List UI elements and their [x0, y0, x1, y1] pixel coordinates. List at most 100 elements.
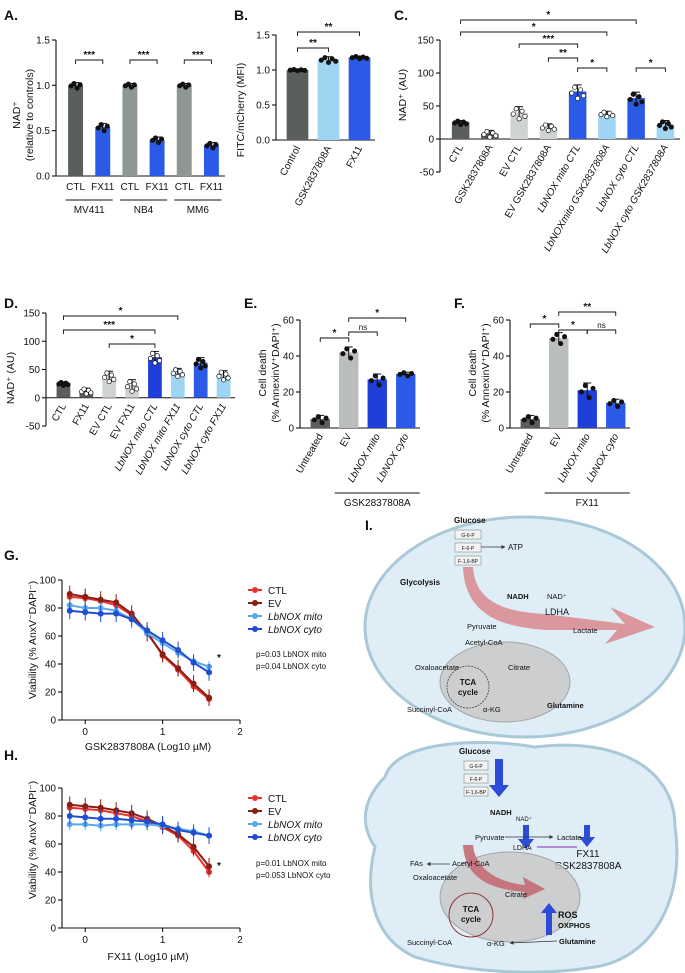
- panel-a-data-point: [77, 82, 83, 88]
- panel-f-data-point: [611, 397, 617, 404]
- panel-d-bar: [216, 375, 231, 398]
- nad-bottom: NAD⁺: [516, 816, 532, 823]
- panel-a-bar: [149, 139, 165, 176]
- panel-g-y-tick-label: 100: [39, 576, 56, 587]
- panel-d-sig-label: *: [130, 334, 134, 345]
- panel-c-data-point: [580, 93, 587, 99]
- panel-d-data-point: [195, 356, 201, 363]
- panel-c-y-tick-label: 150: [417, 36, 434, 47]
- panel-d-y-tick-label: 150: [23, 309, 40, 320]
- panel-h-legend-marker: [252, 795, 258, 801]
- panel-h-data-point: [206, 832, 213, 839]
- pyruvate-top: Pyruvate: [467, 622, 497, 631]
- panel-c-data-point: [539, 125, 546, 131]
- panel-c-data-point: [510, 111, 516, 117]
- panel-h-series-line: [69, 803, 210, 868]
- panel-d-data-point: [65, 382, 71, 388]
- panel-c-data-point: [630, 91, 636, 97]
- panel-h-data-point: [82, 803, 89, 810]
- panel-d-data-point: [198, 365, 204, 371]
- panel-d-x-tick-label: CTL: [50, 401, 69, 423]
- glutamine-bottom: Glutamine: [559, 937, 596, 946]
- panel-h-legend-label: LbNOX cyto: [268, 833, 322, 844]
- panel-h-legend-label: EV: [268, 807, 282, 818]
- panel-c-sig-label: **: [559, 48, 567, 59]
- glucose-top: Glucose: [454, 516, 486, 525]
- panel-g-y-tick-label: 80: [45, 604, 57, 615]
- panel-c-sig-label: *: [590, 58, 594, 69]
- panel-f: F. Cell death (% AnnexinV⁺DAPI⁺) 0 20 40 60…: [454, 295, 630, 509]
- panel-e-bar: [396, 374, 416, 428]
- panel-g-legend-marker: [252, 600, 258, 606]
- panel-b-label: B.: [234, 7, 248, 23]
- panel-d-label: D.: [4, 295, 18, 311]
- panel-e-data-point: [323, 415, 329, 421]
- panel-a-ylabel2: (relative to controls): [24, 69, 36, 161]
- panel-g-data-point: [206, 694, 213, 701]
- panel-d-y-tick-label: 100: [23, 337, 40, 348]
- panel-d-data-point: [127, 379, 133, 385]
- panel-b-sig-label: **: [325, 22, 333, 33]
- panel-c-sig-label: *: [532, 22, 536, 33]
- panel-c-x-tick-label: CTL: [447, 143, 466, 165]
- panel-e-y-tick-label: 0: [288, 424, 294, 435]
- panel-c-data-point: [542, 122, 549, 128]
- panel-c-data-point: [516, 116, 522, 122]
- panel-a-y-tick-label: 1.0: [36, 81, 50, 92]
- panel-h-data-point: [66, 801, 73, 808]
- panel-f-sig-bracket: [529, 323, 560, 328]
- panel-h-data-point: [82, 814, 89, 821]
- lactate-down-arrow: [579, 825, 595, 847]
- f16bp-top: F-1,6-BP: [458, 559, 479, 565]
- panel-d-data-point: [81, 386, 87, 392]
- panel-d-y-tick-label: -50: [26, 422, 41, 433]
- panel-b-y-tick-label: 1.5: [256, 31, 270, 42]
- panel-g-y-tick-label: 0: [50, 716, 56, 727]
- panel-b-bar: [348, 57, 371, 140]
- panel-f-y-tick-label: 40: [493, 352, 505, 363]
- panel-f-sig-label: ns: [597, 321, 605, 330]
- panel-d-data-point: [124, 384, 131, 390]
- panel-b-ylabel: FITC/mCherry (MFI): [235, 63, 247, 158]
- oxphos-bottom: OXPHOS: [558, 921, 590, 930]
- g6p-bottom: G-6-P: [469, 764, 483, 770]
- glycolysis-flux-arrow: [463, 567, 655, 644]
- panel-b: B. FITC/mCherry (MFI) 0.0 0.5 1.0 1.5 Contro…: [234, 7, 375, 208]
- panel-f-data-point: [619, 399, 625, 405]
- panel-c-data-point: [662, 126, 668, 132]
- panel-e-x-tick-label: Untreated: [294, 432, 325, 476]
- tca-bottom: TCA: [463, 905, 480, 914]
- panel-d-data-point: [106, 379, 112, 385]
- panel-h-y-tick-label: 20: [45, 896, 57, 907]
- panel-a-x-tick-label: FX11: [145, 182, 169, 193]
- panel-a-bar: [122, 85, 138, 176]
- panel-g-data-point: [190, 680, 197, 687]
- g6p-box-top: [454, 529, 482, 540]
- panel-d-sig-bracket: [62, 329, 156, 334]
- panel-e-sig-label: ns: [359, 323, 367, 332]
- panel-g-ylabel: Viability (% AnxV⁻DAPI⁻): [27, 581, 39, 699]
- panel-d-data-point: [147, 355, 153, 361]
- panel-f-data-point: [554, 331, 560, 338]
- panel-g-y-tick-label: 60: [45, 632, 57, 643]
- panel-d-x-tick-label: FX11: [71, 401, 92, 427]
- panel-d-bar: [193, 362, 208, 398]
- panel-e-ylabel2: (% AnnexinV⁺DAPI⁺): [270, 323, 282, 422]
- panel-h-x-tick-label: 1: [160, 935, 166, 946]
- panel-g-data-point: [113, 610, 120, 617]
- fx11-bottom: FX11: [576, 849, 600, 860]
- panel-d-data-point: [223, 371, 229, 377]
- panel-h-legend-label: CTL: [268, 794, 287, 805]
- panel-c-data-point: [484, 129, 490, 135]
- lactate-bottom: Lactate: [557, 833, 582, 842]
- panel-b-sig-bracket: [297, 31, 360, 36]
- panel-e-data-point: [348, 355, 354, 361]
- panel-d-data-point: [193, 361, 199, 367]
- panel-c-bar: [598, 113, 616, 139]
- panel-a-group-label: NB4: [134, 205, 154, 216]
- panel-c-bar: [627, 98, 645, 139]
- panel-h-data-point: [128, 817, 135, 824]
- pyruvate-bottom: Pyruvate: [475, 833, 505, 842]
- tca-cycle-ring-bottom: [448, 892, 494, 938]
